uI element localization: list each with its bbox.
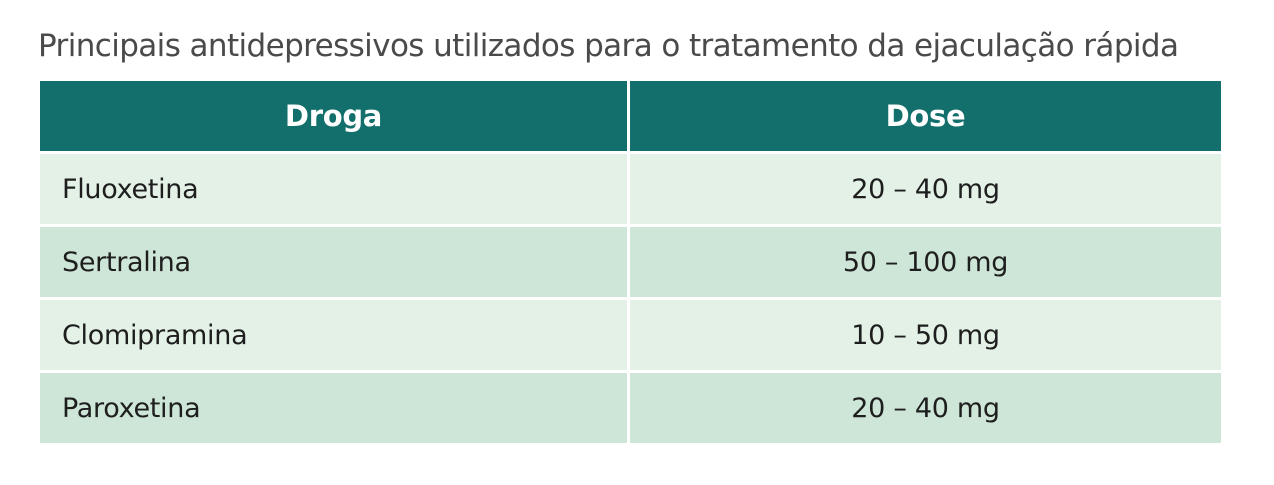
dose-cell: 20 – 40 mg bbox=[630, 154, 1221, 224]
dose-cell: 10 – 50 mg bbox=[630, 300, 1221, 370]
drug-cell: Sertralina bbox=[40, 227, 627, 297]
table-row: Sertralina 50 – 100 mg bbox=[40, 227, 1221, 297]
table-row: Clomipramina 10 – 50 mg bbox=[40, 300, 1221, 370]
header-dose: Dose bbox=[630, 81, 1221, 151]
drug-cell: Clomipramina bbox=[40, 300, 627, 370]
drug-cell: Paroxetina bbox=[40, 373, 627, 443]
dose-cell: 50 – 100 mg bbox=[630, 227, 1221, 297]
table-row: Paroxetina 20 – 40 mg bbox=[40, 373, 1221, 443]
table-header-row: Droga Dose bbox=[40, 81, 1221, 151]
dose-cell: 20 – 40 mg bbox=[630, 373, 1221, 443]
table-row: Fluoxetina 20 – 40 mg bbox=[40, 154, 1221, 224]
drug-cell: Fluoxetina bbox=[40, 154, 627, 224]
table-title: Principais antidepressivos utilizados pa… bbox=[38, 28, 1179, 64]
header-drug: Droga bbox=[40, 81, 627, 151]
drug-dose-table: Droga Dose Fluoxetina 20 – 40 mg Sertral… bbox=[37, 78, 1224, 446]
